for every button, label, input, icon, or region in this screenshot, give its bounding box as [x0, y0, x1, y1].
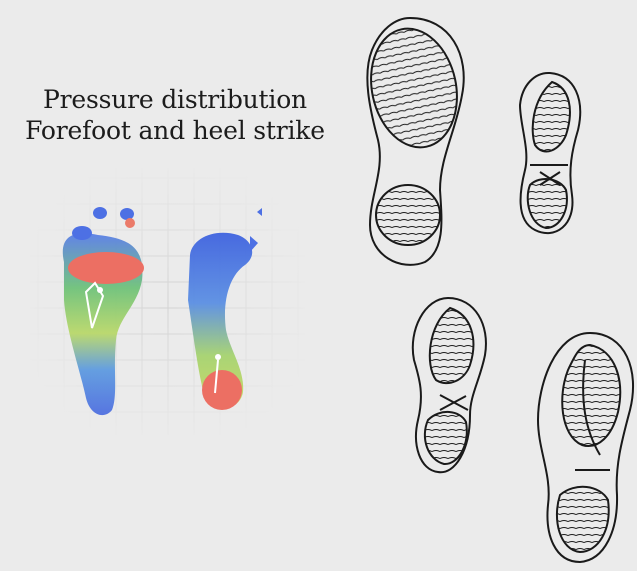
sole-sketch-large-heel [366, 16, 465, 266]
left-footprint [62, 207, 144, 416]
sole-sketch-mid [411, 296, 487, 474]
right-footprint [188, 208, 262, 410]
sole-sketch-small [518, 71, 582, 235]
title-line-1: Pressure distribution [43, 85, 307, 114]
title-line-2: Forefoot and heel strike [25, 116, 325, 145]
sole-sketch-large-tread [536, 331, 635, 564]
shoe-sole-sketches [366, 16, 635, 564]
figure-title: Pressure distribution Forefoot and heel … [20, 84, 330, 146]
pressure-heatmap [28, 165, 308, 440]
